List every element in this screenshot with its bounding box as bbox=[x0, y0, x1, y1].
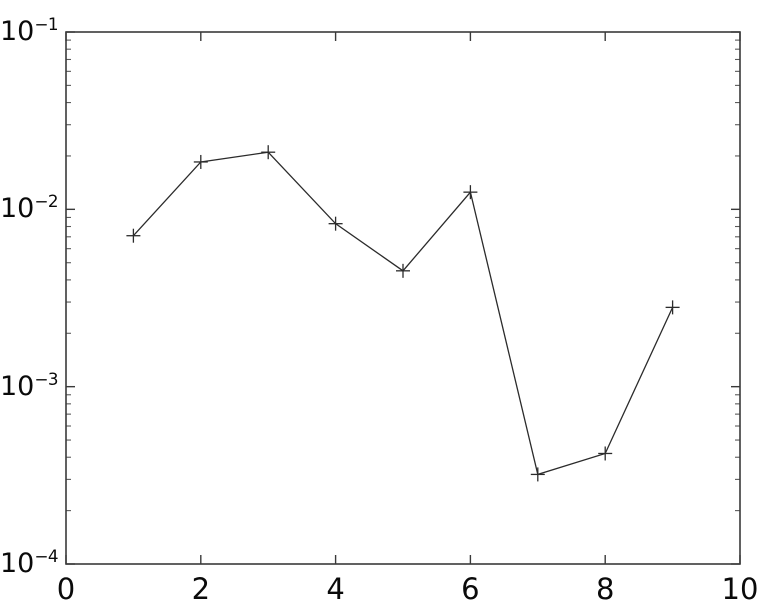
axes-frame bbox=[65, 31, 741, 565]
x-tick-label-5: 10 bbox=[721, 572, 759, 606]
x-tick-label-0: 0 bbox=[56, 572, 76, 606]
data-point-marker bbox=[261, 145, 276, 160]
y-tick-label-3: 10−4 bbox=[0, 546, 59, 579]
y-axis-major-ticks bbox=[66, 31, 740, 565]
y-tick-label-1: 10−2 bbox=[0, 191, 59, 225]
y-tick-label-0: 10−1 bbox=[0, 14, 59, 47]
data-line bbox=[132, 151, 674, 476]
x-tick-label-3: 6 bbox=[461, 572, 480, 606]
y-tick-label-2: 10−3 bbox=[0, 368, 59, 402]
data-point-marker bbox=[530, 467, 545, 482]
data-point-marker bbox=[328, 216, 343, 231]
y-axis-minor-ticks bbox=[66, 39, 740, 512]
data-point-marker bbox=[193, 154, 208, 169]
x-tick-label-1: 2 bbox=[191, 572, 211, 606]
data-point-marker bbox=[598, 446, 613, 461]
x-axis-major-ticks bbox=[65, 32, 741, 564]
data-point-marker bbox=[126, 228, 141, 243]
data-point-marker bbox=[396, 263, 410, 278]
x-tick-label-4: 8 bbox=[595, 572, 615, 606]
data-point-marker bbox=[463, 185, 478, 200]
data-markers bbox=[126, 145, 680, 482]
x-tick-label-2: 4 bbox=[326, 572, 345, 606]
data-point-marker bbox=[665, 300, 680, 315]
